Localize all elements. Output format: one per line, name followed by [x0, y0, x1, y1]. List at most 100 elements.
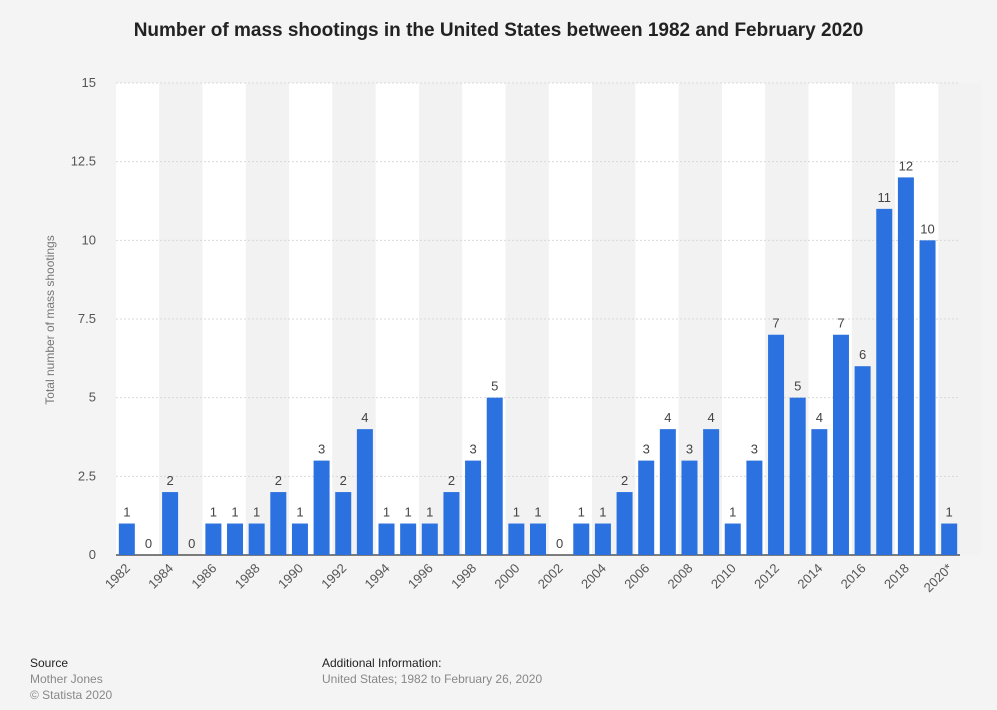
data-label: 4 [664, 410, 671, 425]
bar[interactable] [573, 523, 590, 555]
x-tick-label: 1984 [145, 561, 176, 592]
bar[interactable] [508, 523, 525, 555]
footer-source: Source Mother Jones © Statista 2020 [30, 655, 112, 703]
data-label: 2 [448, 473, 455, 488]
bar[interactable] [876, 208, 893, 555]
x-tick-label: 2018 [881, 561, 912, 592]
data-label: 7 [772, 316, 779, 331]
footer-additional-info: Additional Information: United States; 1… [322, 655, 542, 687]
bar[interactable] [400, 523, 417, 555]
bar[interactable] [248, 523, 265, 555]
bar[interactable] [356, 429, 373, 555]
bar[interactable] [530, 523, 546, 555]
data-label: 1 [534, 505, 541, 520]
y-tick-label: 10 [82, 232, 96, 247]
data-label: 3 [469, 442, 476, 457]
bar[interactable] [724, 523, 741, 555]
x-tick-label: 2014 [794, 561, 825, 592]
data-label: 1 [578, 505, 585, 520]
data-label: 1 [296, 505, 303, 520]
bar[interactable] [832, 334, 849, 555]
bar[interactable] [270, 492, 287, 555]
y-tick-label: 0 [89, 547, 96, 562]
bar[interactable] [465, 460, 482, 555]
bar[interactable] [638, 460, 655, 555]
data-label: 4 [708, 410, 715, 425]
data-label: 5 [794, 379, 801, 394]
data-label: 2 [340, 473, 347, 488]
data-label: 1 [405, 505, 412, 520]
x-tick-label: 2008 [665, 561, 696, 592]
bar[interactable] [335, 492, 352, 555]
data-label: 4 [361, 410, 368, 425]
data-label: 1 [729, 505, 736, 520]
bar[interactable] [227, 523, 244, 555]
data-label: 2 [166, 473, 173, 488]
data-label: 2 [621, 473, 628, 488]
x-tick-label: 1998 [448, 561, 479, 592]
data-label: 1 [231, 505, 238, 520]
chart-title: Number of mass shootings in the United S… [133, 20, 864, 41]
bar[interactable] [486, 397, 503, 555]
bar[interactable] [854, 366, 871, 555]
y-tick-label: 5 [89, 390, 96, 405]
data-label: 1 [123, 505, 130, 520]
additional-info-text: United States; 1982 to February 26, 2020 [322, 672, 543, 686]
data-label: 0 [556, 536, 563, 551]
x-tick-label: 2004 [578, 561, 609, 592]
data-label: 3 [686, 442, 693, 457]
x-tick-label: 2020* [921, 561, 956, 596]
bar[interactable] [162, 492, 179, 555]
x-tick-label: 2010 [708, 561, 739, 592]
data-label: 3 [643, 442, 650, 457]
bar[interactable] [443, 492, 460, 555]
x-tick-label: 1992 [318, 561, 349, 592]
bar[interactable] [919, 240, 936, 556]
data-label: 3 [318, 442, 325, 457]
data-label: 12 [899, 158, 913, 173]
bar[interactable] [789, 397, 806, 555]
x-tick-label: 2006 [621, 561, 652, 592]
x-tick-label: 1988 [232, 561, 263, 592]
bar[interactable] [291, 523, 308, 555]
x-tick-labels: 1982 1984 1986 1988 1990 1992 1994 1996 1998 2000… [102, 561, 955, 596]
bar[interactable] [378, 523, 395, 555]
data-label: 6 [859, 347, 866, 362]
data-label: 1 [599, 505, 606, 520]
bar[interactable] [746, 460, 763, 555]
y-tick-label: 2.5 [78, 468, 96, 483]
source-link[interactable]: Mother Jones [30, 672, 103, 686]
bar[interactable] [703, 429, 720, 555]
bar[interactable] [594, 523, 611, 555]
data-label: 2 [275, 473, 282, 488]
y-axis-label: Total number of mass shootings [43, 235, 57, 404]
data-label: 1 [253, 505, 260, 520]
y-tick-label: 12.5 [71, 154, 96, 169]
data-label: 0 [188, 536, 195, 551]
bars [118, 177, 958, 556]
bar[interactable] [941, 523, 958, 555]
x-tick-label: 1990 [275, 561, 306, 592]
data-label: 11 [878, 190, 892, 205]
x-tick-label: 2012 [751, 561, 782, 592]
bar[interactable] [421, 523, 438, 555]
bar[interactable] [205, 523, 222, 555]
bar[interactable] [118, 523, 135, 555]
bar[interactable] [616, 492, 633, 555]
x-tick-label: 1994 [362, 561, 393, 592]
data-label: 1 [383, 505, 390, 520]
bar[interactable] [659, 429, 676, 555]
data-label: 1 [946, 505, 953, 520]
bar[interactable] [897, 177, 914, 555]
bar[interactable] [313, 460, 330, 555]
bar[interactable] [768, 334, 785, 555]
additional-info-heading: Additional Information: [322, 656, 442, 670]
bar[interactable] [681, 460, 698, 555]
data-label: 1 [210, 505, 217, 520]
bar[interactable] [811, 429, 828, 555]
y-tick-labels: 0 2.5 5 7.5 10 12.5 15 [71, 75, 96, 562]
x-tick-label: 2016 [838, 561, 869, 592]
data-label: 1 [426, 505, 433, 520]
